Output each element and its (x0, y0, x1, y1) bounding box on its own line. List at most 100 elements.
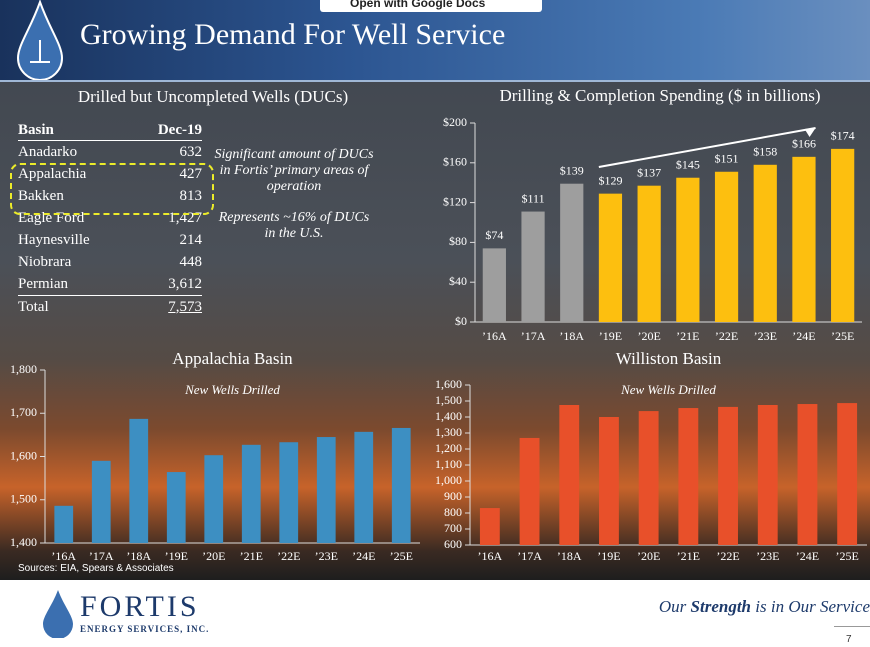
x-tick-label: ’16A (51, 549, 76, 563)
table-cell: Haynesville (18, 231, 90, 248)
page-rule (834, 626, 870, 627)
column-header: Dec-19 (131, 121, 202, 141)
tagline-emphasis: Strength (690, 597, 752, 616)
bar (757, 405, 778, 545)
column-header: Basin (18, 121, 132, 141)
table-row: Appalachia 427 (18, 163, 202, 185)
x-tick-label: ’20E (637, 549, 660, 563)
bar (718, 406, 738, 545)
bar (797, 404, 818, 545)
y-tick-label: 1,100 (435, 457, 462, 471)
value-label: $137 (637, 165, 661, 179)
table-cell: Niobrara (18, 253, 72, 270)
chart-title: Drilling & Completion Spending ($ in bil… (499, 86, 820, 105)
x-tick-label: ’20E (202, 549, 225, 563)
x-tick-label: ’21E (240, 549, 263, 563)
x-tick-label: ’21E (677, 549, 700, 563)
y-tick-label: 1,600 (435, 377, 462, 391)
x-tick-label: ’23E (756, 549, 779, 563)
table-row: Anadarko 632 (18, 141, 202, 164)
y-tick-label: $200 (443, 115, 467, 129)
value-label: $174 (831, 129, 855, 143)
x-tick-label: ’25E (835, 549, 858, 563)
bar (279, 442, 299, 543)
table-cell: Appalachia (18, 165, 87, 182)
value-label: $129 (598, 173, 622, 187)
table-cell: 214 (179, 231, 203, 248)
tagline-text: Our (658, 597, 687, 616)
x-tick-label: ’18A (126, 549, 151, 563)
table-row: Niobrara 448 (18, 251, 202, 273)
bar (599, 417, 619, 545)
bar (482, 248, 506, 322)
table-cell: Anadarko (18, 143, 78, 160)
bar (598, 193, 623, 322)
bar (753, 164, 777, 322)
value-label: $158 (753, 145, 777, 159)
bar (129, 418, 149, 543)
bar (676, 177, 700, 322)
x-tick-label: ’16A (482, 329, 507, 343)
table-row: Bakken 813 (18, 185, 202, 207)
value-label: $139 (560, 163, 584, 177)
y-tick-label: 900 (444, 489, 462, 503)
chart-title: Williston Basin (616, 349, 722, 368)
y-tick-label: 1,400 (10, 535, 37, 549)
x-tick-label: ’25E (831, 329, 854, 343)
x-tick-label: ’23E (315, 549, 338, 563)
x-tick-label: ’24E (792, 329, 815, 343)
y-tick-label: 1,000 (435, 473, 462, 487)
bar (638, 411, 659, 545)
bar (354, 431, 374, 543)
note: Represents ~16% of DUCs in the U.S. (218, 210, 370, 241)
note: Significant amount of DUCs in Fortis’ pr… (214, 147, 374, 194)
x-tick-label: ’20E (637, 329, 660, 343)
chart-subtitle: New Wells Drilled (184, 382, 280, 397)
x-tick-label: ’23E (754, 329, 777, 343)
table-cell: 3,612 (168, 275, 202, 292)
value-label: $74 (485, 228, 503, 242)
y-tick-label: 1,800 (10, 362, 37, 376)
table-cell: 632 (179, 143, 203, 160)
y-tick-label: 1,500 (10, 492, 37, 506)
bar (560, 183, 584, 322)
value-label: $145 (676, 157, 700, 171)
table-title: Drilled but Uncompleted Wells (DUCs) (77, 87, 349, 106)
table-row: Permian 3,612 (18, 273, 202, 296)
table-cell: Permian (18, 275, 68, 292)
bar (714, 171, 739, 322)
bar (837, 403, 858, 545)
bar (391, 427, 411, 543)
bar (479, 508, 500, 545)
y-tick-label: 1,600 (10, 448, 37, 462)
y-tick-label: 1,700 (10, 405, 37, 419)
y-tick-label: $160 (443, 155, 467, 169)
williston-chart: Williston Basin New Wells Drilled 600 700 80… (435, 349, 867, 563)
open-docs-button[interactable]: Open with Google Docs (320, 0, 542, 12)
value-label: $151 (715, 152, 739, 166)
x-tick-label: ’17A (517, 549, 542, 563)
bar (316, 437, 336, 543)
x-tick-label: ’22E (715, 329, 738, 343)
slide-title: Growing Demand For Well Service (80, 18, 506, 51)
y-tick-label: $40 (449, 274, 467, 288)
trend-arrowhead (804, 128, 816, 137)
x-tick-label: ’19E (597, 549, 620, 563)
trend-arrow (598, 127, 816, 168)
footer-logo: FORTIS (80, 590, 200, 623)
x-tick-label: ’24E (352, 549, 375, 563)
table-cell: 813 (179, 187, 203, 204)
table-row: Haynesville 214 (18, 229, 202, 251)
table-cell: 427 (179, 165, 203, 182)
chart-title: Appalachia Basin (172, 349, 293, 368)
x-tick-label: ’16A (478, 549, 503, 563)
y-tick-label: 1,400 (435, 409, 462, 423)
logo-drop (16, 0, 64, 80)
x-tick-label: ’25E (390, 549, 413, 563)
x-tick-label: ’22E (716, 549, 739, 563)
table-cell: Bakken (18, 187, 64, 204)
y-tick-label: 1,300 (435, 425, 462, 439)
appalachia-chart: Appalachia Basin New Wells Drilled 1,400 1,… (10, 349, 420, 563)
x-tick-label: ’22E (277, 549, 300, 563)
